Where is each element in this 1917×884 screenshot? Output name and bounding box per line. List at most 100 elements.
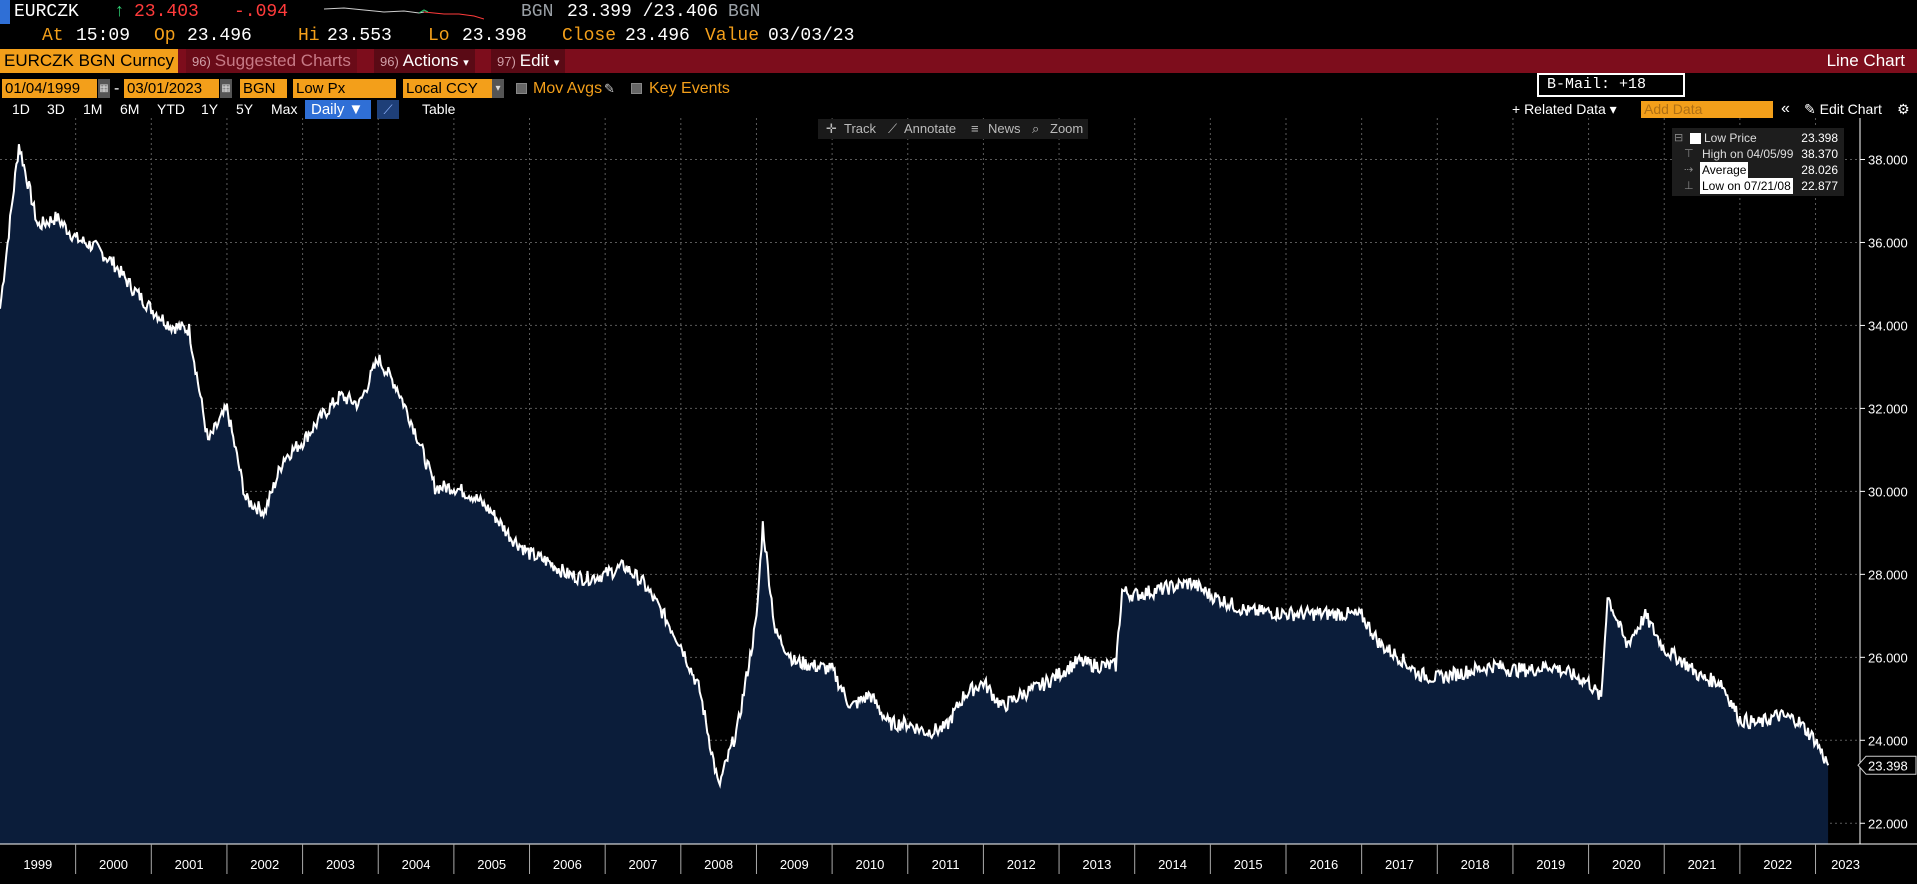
- x-tick-label: 2014: [1158, 857, 1187, 872]
- ticker[interactable]: EURCZK: [14, 2, 79, 22]
- x-tick-label: 2021: [1688, 857, 1717, 872]
- last-value-marker: 23.398: [1857, 755, 1917, 775]
- source-field[interactable]: BGN: [240, 79, 287, 98]
- y-tick-label: 38.000: [1868, 152, 1908, 167]
- annotate-icon: ⟋: [888, 121, 898, 136]
- value-label: Value: [705, 26, 760, 46]
- x-tick-label: 1999: [23, 857, 52, 872]
- chevron-down-icon[interactable]: ▾: [492, 79, 504, 98]
- bmail-indicator[interactable]: B-Mail: +18: [1537, 73, 1685, 97]
- legend-average-value: 28.026: [1801, 163, 1838, 177]
- ticker-indicator: [0, 0, 10, 24]
- series-line: [0, 144, 1830, 789]
- chart-area[interactable]: 22.000 24.000 26.000 28.000 30.000 32.000 34.0…: [0, 118, 1917, 884]
- start-date-field[interactable]: 01/04/1999: [2, 79, 97, 98]
- x-tick-label: 2000: [99, 857, 128, 872]
- quote-details: ⏲ At 15:09 Op 23.496 Hi 23.553 Lo 23.398…: [0, 24, 1917, 69]
- suggested-charts-label: Suggested Charts: [214, 51, 351, 70]
- news-button[interactable]: News: [988, 121, 1021, 136]
- x-tick-label: 2020: [1612, 857, 1641, 872]
- x-tick-label: 2016: [1309, 857, 1338, 872]
- x-tick-label: 2006: [553, 857, 582, 872]
- average-marker-icon: ⇢: [1684, 164, 1694, 176]
- line-chart-icon[interactable]: ⟋: [377, 100, 399, 119]
- currency-selector[interactable]: Local CCY: [403, 79, 497, 98]
- x-tick-label: 2001: [175, 857, 204, 872]
- last-value-label: 23.398: [1868, 758, 1908, 773]
- mov-avgs-label: Mov Avgs: [533, 80, 603, 97]
- x-tick-label: 2007: [629, 857, 658, 872]
- close-label: Close: [562, 26, 617, 46]
- x-tick-label: 2003: [326, 857, 355, 872]
- period-6m[interactable]: 6M: [120, 101, 140, 117]
- calendar-icon[interactable]: ▦: [98, 79, 110, 98]
- high-marker-icon: ⊤: [1684, 148, 1694, 160]
- add-data-input[interactable]: Add Data: [1641, 101, 1773, 118]
- suggested-charts-button[interactable]: 96) Suggested Charts: [186, 49, 357, 73]
- open-label: Op: [154, 26, 176, 46]
- legend-high: ⊤ High on 04/05/99 38.370: [1672, 146, 1844, 162]
- quote-time: 15:09: [76, 26, 131, 46]
- last-value-tag: [1857, 755, 1917, 775]
- period-1y[interactable]: 1Y: [201, 101, 219, 117]
- zoom-button[interactable]: Zoom: [1050, 121, 1084, 136]
- x-tick-label: 2019: [1536, 857, 1565, 872]
- x-tick-label: 2012: [1007, 857, 1036, 872]
- x-tick-label: 2002: [250, 857, 279, 872]
- table-button[interactable]: Table: [422, 101, 456, 117]
- field-selector[interactable]: Low Px: [293, 79, 396, 98]
- legend-low-price[interactable]: ⊟ Low Price 23.398: [1672, 130, 1844, 146]
- edit-button[interactable]: 97) Edit ▾: [491, 49, 566, 73]
- frequency-selector[interactable]: Daily ▼: [305, 100, 371, 119]
- legend-average-label: Average: [1700, 162, 1749, 178]
- period-1d[interactable]: 1D: [12, 101, 30, 117]
- period-max[interactable]: Max: [271, 101, 298, 117]
- suggested-charts-number: 96): [192, 54, 211, 69]
- collapse-icon[interactable]: «: [1781, 100, 1790, 117]
- crosshair-icon: ✛: [826, 121, 837, 136]
- value-date: 03/03/23: [768, 26, 855, 46]
- edit-chart-button[interactable]: ✎ Edit Chart: [1804, 101, 1882, 117]
- x-tick-label: 2013: [1082, 857, 1111, 872]
- legend-series-label: Low Price: [1704, 131, 1757, 145]
- quote-source: BGN: [521, 2, 554, 22]
- open-value: 23.496: [187, 26, 252, 46]
- period-1m[interactable]: 1M: [83, 101, 103, 117]
- gear-icon[interactable]: ⚙: [1897, 101, 1910, 117]
- collapse-icon[interactable]: ⊟: [1674, 132, 1684, 144]
- pencil-icon[interactable]: ✎: [604, 81, 615, 96]
- y-tick-label: 34.000: [1868, 318, 1908, 333]
- high-value: 23.553: [327, 26, 392, 46]
- period-ytd[interactable]: YTD: [157, 101, 185, 117]
- actions-button[interactable]: 96) Actions ▾: [374, 49, 475, 73]
- y-axis: 22.000 24.000 26.000 28.000 30.000 32.000 34.0…: [1859, 118, 1908, 844]
- x-tick-label: 2023: [1831, 857, 1860, 872]
- x-tick-label: 2010: [855, 857, 884, 872]
- parameter-row: 01/04/1999 ▦ - 03/01/2023 ▦ BGN Low Px L…: [0, 73, 1917, 101]
- zoom-icon: ⌕: [1032, 121, 1040, 136]
- end-date-field[interactable]: 03/01/2023: [124, 79, 219, 98]
- period-5y[interactable]: 5Y: [236, 101, 254, 117]
- legend-high-value: 38.370: [1801, 147, 1838, 161]
- key-events-label: Key Events: [649, 80, 730, 97]
- mov-avgs-checkbox[interactable]: [516, 83, 527, 94]
- legend-series-value: 23.398: [1801, 131, 1838, 145]
- period-3d[interactable]: 3D: [47, 101, 65, 117]
- y-tick-label: 26.000: [1868, 650, 1908, 665]
- x-tick-label: 2004: [402, 857, 431, 872]
- track-button[interactable]: Track: [844, 121, 877, 136]
- key-events-checkbox[interactable]: [631, 83, 642, 94]
- x-tick-label: 2017: [1385, 857, 1414, 872]
- related-data-button[interactable]: + Related Data ▾: [1512, 101, 1617, 117]
- sparkline: [324, 7, 484, 20]
- edit-number: 97): [497, 54, 516, 69]
- low-marker-icon: ⊥: [1684, 180, 1694, 192]
- legend-average: ⇢ Average 28.026: [1672, 162, 1844, 178]
- y-tick-label: 22.000: [1868, 816, 1908, 831]
- chevron-down-icon: ▾: [553, 57, 560, 69]
- annotate-button[interactable]: Annotate: [904, 121, 957, 136]
- x-tick-label: 2011: [932, 857, 960, 872]
- calendar-icon[interactable]: ▦: [220, 79, 232, 98]
- legend-low-label: Low on 07/21/08: [1700, 178, 1793, 194]
- security-field[interactable]: EURCZK BGN Curncy: [0, 49, 179, 73]
